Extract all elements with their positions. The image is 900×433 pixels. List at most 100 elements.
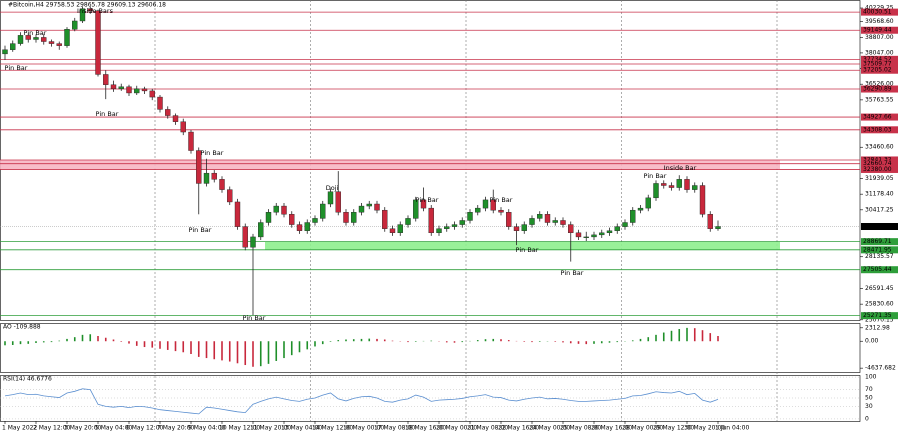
rsi-label: RSI(14) 46.6776 xyxy=(3,376,52,383)
candle-body xyxy=(513,226,520,231)
candle-body xyxy=(17,35,24,44)
chart-header: #Bitcoin,H4 29758.53 29865.78 29609.13 2… xyxy=(8,2,166,9)
candle-body xyxy=(498,209,504,213)
x-tick-label: 24 May 00:00 xyxy=(529,425,570,432)
candle-body xyxy=(242,226,248,248)
candle-body xyxy=(630,209,636,223)
level-tag xyxy=(861,26,898,34)
x-tick-label: 1 Jun 04:00 xyxy=(715,425,749,432)
annotation: Pin Bar xyxy=(516,246,539,254)
x-tick-label: 30 May 20:00 xyxy=(684,425,725,432)
level-label: 32841.32 xyxy=(863,156,892,163)
level-tag xyxy=(861,8,898,16)
candle-body xyxy=(79,8,86,22)
annotation: Inside Bar xyxy=(664,164,697,172)
candle-body xyxy=(684,179,690,190)
level-tag xyxy=(861,160,898,168)
x-tick-label: 18 May 16:00 xyxy=(405,425,446,432)
candle-body xyxy=(343,212,349,223)
y-tick-label: 30417.25 xyxy=(865,206,894,213)
candle-body xyxy=(48,41,55,44)
level-label: 25271.35 xyxy=(863,312,892,319)
y-tick-label: 26591.45 xyxy=(865,285,894,292)
y-tick-label: 25830.60 xyxy=(865,301,894,308)
annotation: Pin Bar xyxy=(96,110,119,118)
level-tag xyxy=(861,246,898,254)
candle-body xyxy=(575,232,582,238)
y-tick-label: 38807.00 xyxy=(865,34,894,41)
candle-body xyxy=(715,226,721,229)
candle-body xyxy=(459,220,465,225)
candle-body xyxy=(234,201,241,227)
candle-body xyxy=(552,220,558,223)
y-tick-label: 30 xyxy=(865,403,873,410)
candle-body xyxy=(506,212,512,227)
x-tick-label: 1 May 2022 xyxy=(2,425,37,432)
level-tag xyxy=(861,312,898,320)
candle-body xyxy=(56,43,62,46)
candle-body xyxy=(265,212,272,223)
candle-body xyxy=(64,29,70,46)
candle-body xyxy=(661,183,667,186)
y-tick-label: 28135.57 xyxy=(865,253,894,260)
level-label: 37734.52 xyxy=(863,56,892,63)
x-tick-label: 16 May 00:00 xyxy=(343,425,384,432)
x-tick-label: 25 May 08:00 xyxy=(560,425,601,432)
level-tag xyxy=(861,266,898,274)
candle-body xyxy=(645,197,651,209)
candle-body xyxy=(475,207,481,213)
candle-body xyxy=(157,96,163,110)
candle-body xyxy=(637,207,644,211)
candle-body xyxy=(258,222,264,238)
level-tag xyxy=(861,55,898,63)
level-tag xyxy=(861,85,898,93)
candle-body xyxy=(196,150,202,184)
candle-body xyxy=(2,49,8,55)
annotation: Pin Bar xyxy=(644,172,667,180)
candle-body xyxy=(203,172,210,184)
candle-body xyxy=(335,191,341,213)
rsi-line xyxy=(4,388,719,415)
candle-body xyxy=(304,222,310,231)
candle-body xyxy=(467,212,473,221)
x-tick-label: 2 May 12:00 xyxy=(33,425,71,432)
annotation: Pin Bar xyxy=(189,226,212,234)
candle-body xyxy=(420,199,427,209)
candle-body xyxy=(537,214,543,219)
candle-body xyxy=(219,179,225,190)
candle-body xyxy=(296,224,303,231)
candle-body xyxy=(428,207,434,234)
x-tick-label: 29 May 12:00 xyxy=(653,425,694,432)
annotation: Pin Bar xyxy=(416,196,439,204)
annotation: Pin Bar xyxy=(561,269,584,277)
candle-body xyxy=(180,121,186,133)
level-label: 37205.02 xyxy=(863,67,892,74)
x-tick-label: 22 May 16:00 xyxy=(498,425,539,432)
annotation: Pin Bar xyxy=(490,196,513,204)
candle-body xyxy=(351,212,357,223)
annotation: Pin Bar xyxy=(201,149,224,157)
candle-body xyxy=(382,209,388,229)
annotation: Inside Bars xyxy=(77,7,114,15)
y-tick-label: 35763.55 xyxy=(865,96,894,103)
zone xyxy=(265,241,780,250)
candle-body xyxy=(312,218,318,223)
candle-body xyxy=(374,203,380,211)
y-tick-label: 40229.25 xyxy=(865,5,894,12)
candle-body xyxy=(134,88,140,94)
candle-body xyxy=(606,230,613,234)
x-tick-label: 9 May 04:00 xyxy=(188,425,226,432)
candle-body xyxy=(591,234,597,238)
panel-frame xyxy=(0,323,861,373)
candle-body xyxy=(451,224,458,227)
x-tick-label: 14 May 12:00 xyxy=(312,425,353,432)
candle-body xyxy=(692,185,698,190)
candle-body xyxy=(521,224,527,231)
level-label: 32660.74 xyxy=(863,160,892,167)
level-tag xyxy=(861,60,898,68)
candle-body xyxy=(33,37,39,40)
candle-body xyxy=(149,90,155,98)
x-tick-label: 20 May 00:00 xyxy=(436,425,477,432)
x-tick-label: 21 May 08:00 xyxy=(467,425,508,432)
